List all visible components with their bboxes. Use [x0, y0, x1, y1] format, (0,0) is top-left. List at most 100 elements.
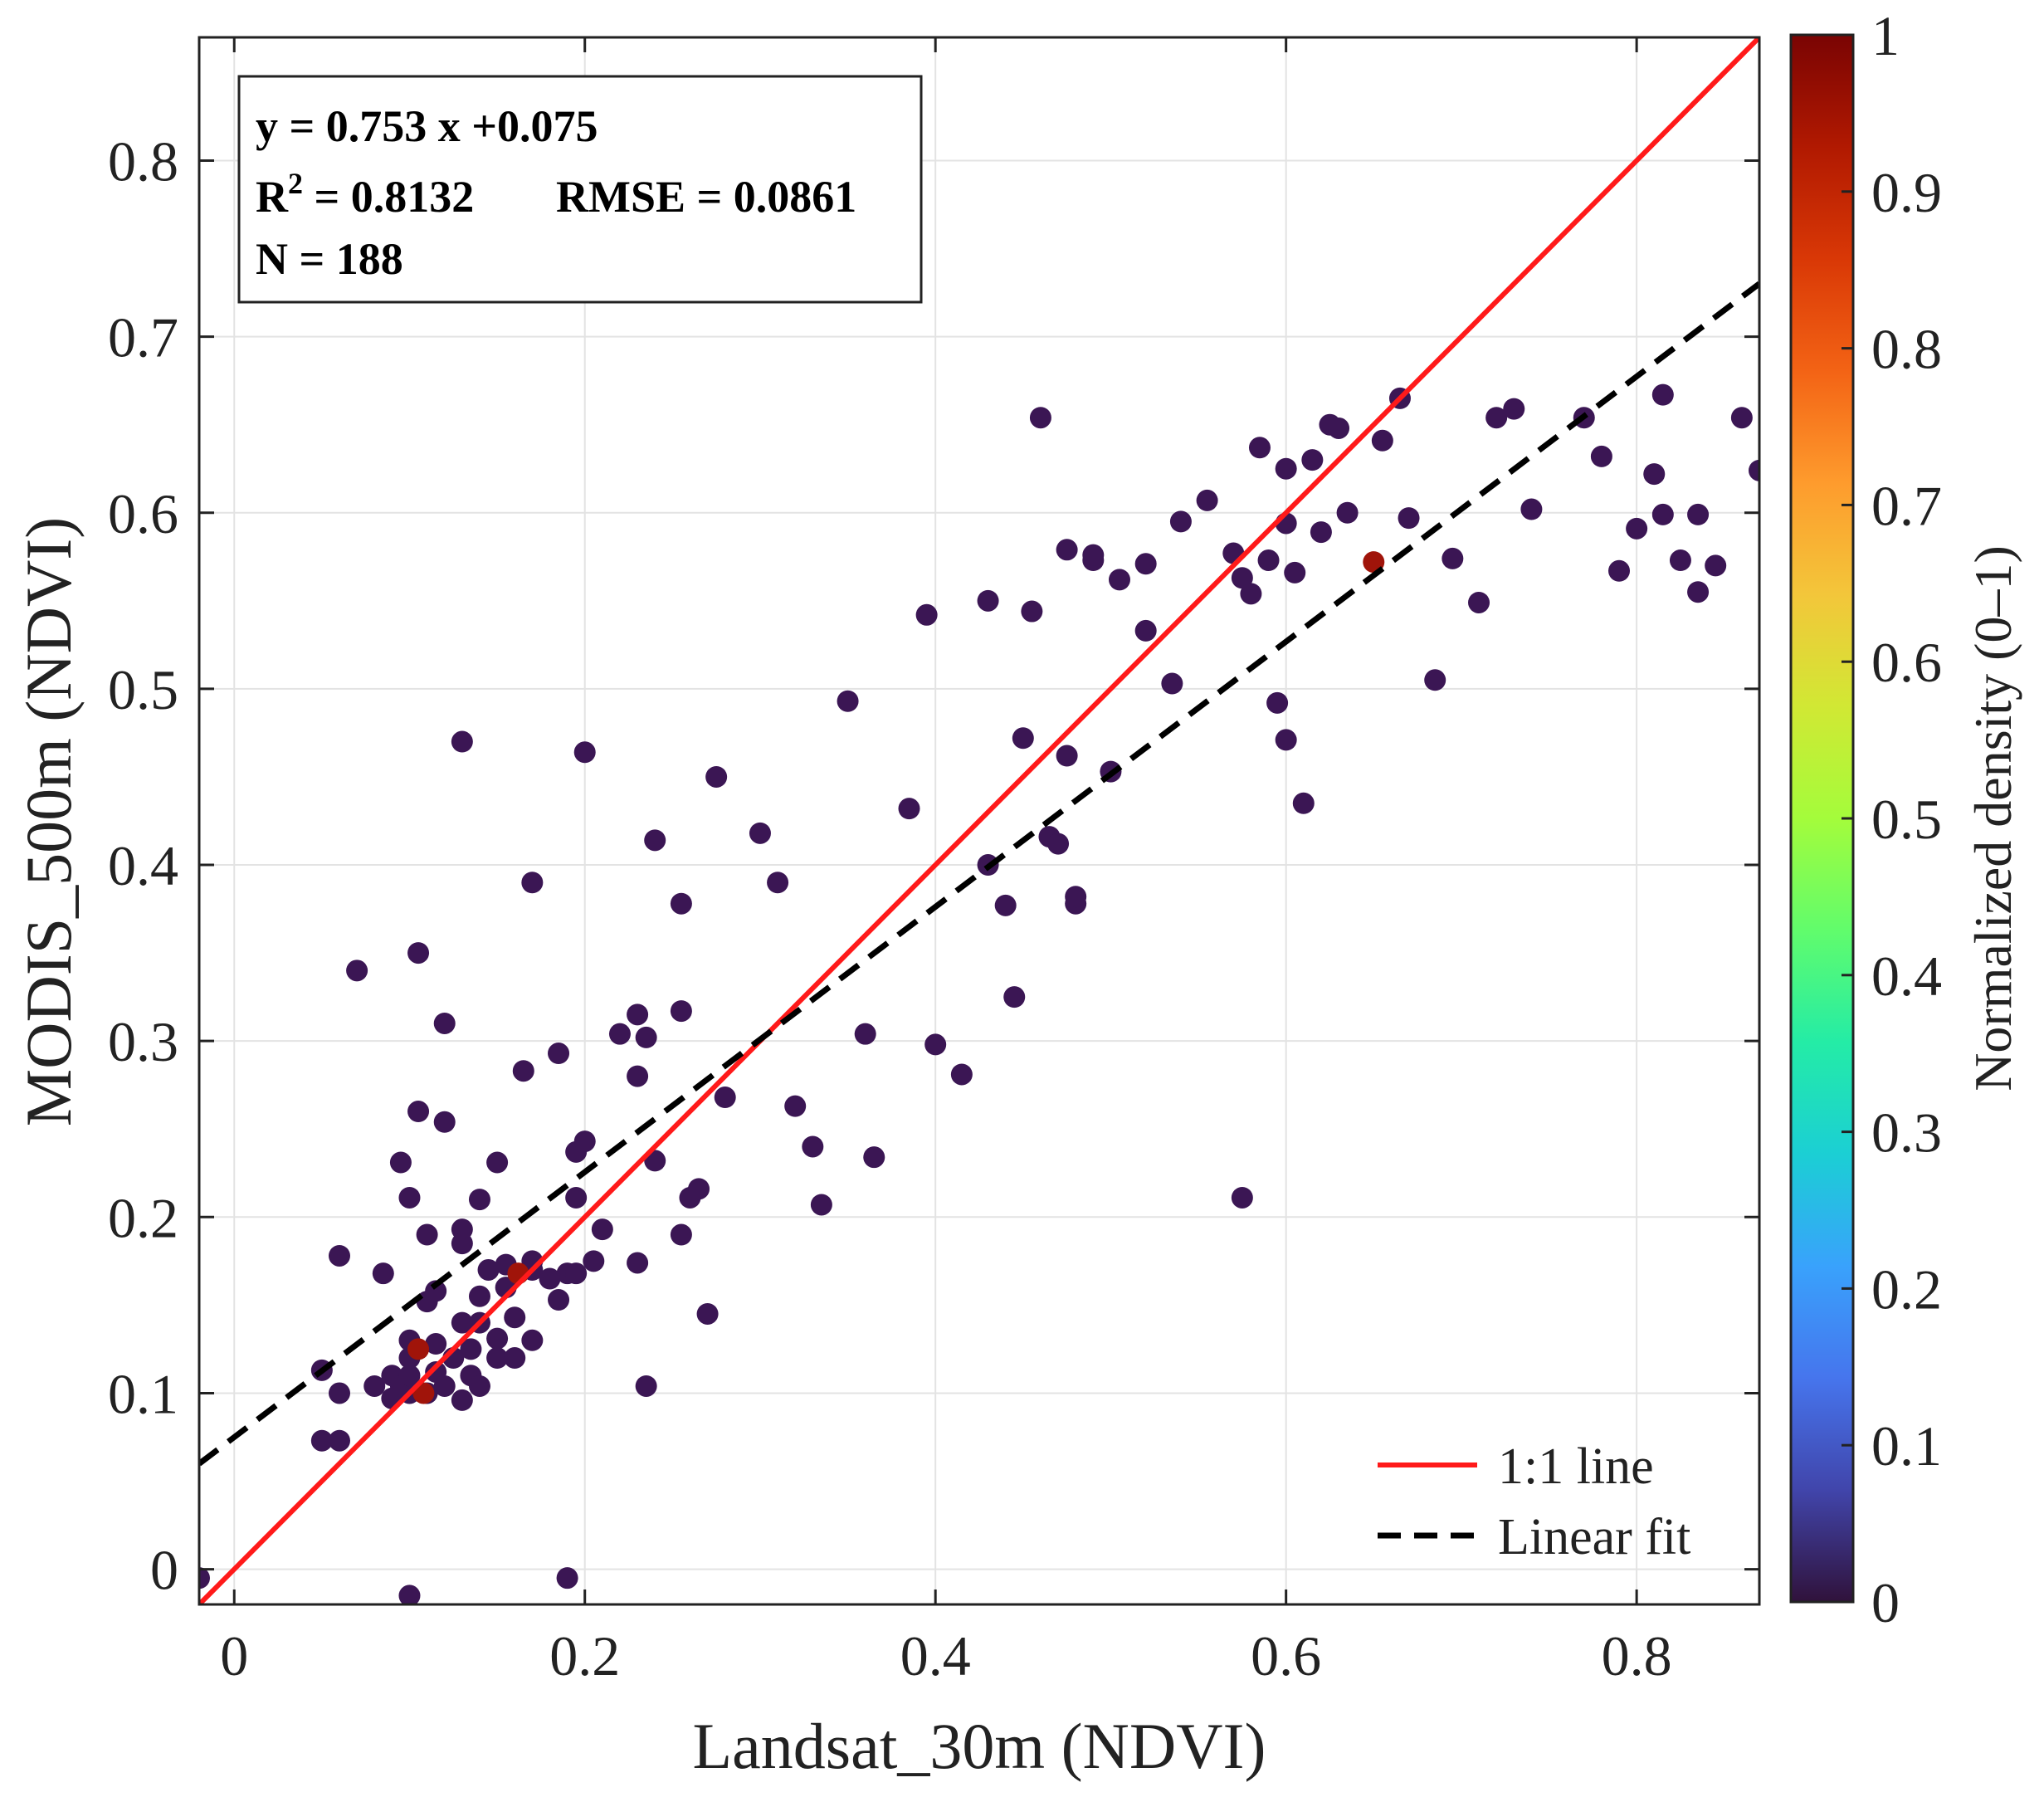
r-squared-label: R: [256, 172, 289, 222]
data-point: [486, 1151, 509, 1174]
y-axis-title: MODIS_500m (NDVI): [12, 517, 85, 1126]
data-point: [1284, 561, 1306, 584]
data-point: [627, 1252, 649, 1274]
data-point: [328, 1429, 350, 1452]
data-point: [451, 1233, 473, 1255]
data-point: [1590, 445, 1612, 467]
data-point: [1336, 501, 1359, 524]
data-point: [608, 1023, 631, 1045]
data-point: [583, 1250, 605, 1272]
colorbar-tick-label: 0.4: [1871, 945, 1942, 1008]
r-squared: R2 = 0.8132: [256, 167, 474, 222]
colorbar-tick-label: 0.7: [1871, 474, 1942, 537]
data-point: [539, 1267, 561, 1290]
sample-count: N = 188: [256, 234, 403, 284]
data-point: [1029, 407, 1051, 429]
data-point: [1240, 583, 1262, 605]
data-point: [977, 589, 999, 612]
data-point: [451, 1311, 473, 1334]
data-point: [451, 1389, 473, 1411]
colorbar-title: Normalized density (0–1): [1964, 545, 2022, 1091]
data-point: [372, 1262, 394, 1285]
data-point: [486, 1347, 509, 1370]
colorbar-tick-label: 0: [1871, 1571, 1900, 1634]
data-point: [504, 1347, 526, 1370]
data-point: [1749, 459, 1759, 481]
plot-area-frame: [198, 36, 1761, 1606]
data-point: [310, 1429, 333, 1452]
scatter-points: [199, 383, 1759, 1604]
y-tick-label: 0.7: [108, 306, 178, 369]
data-point: [1275, 729, 1297, 751]
data-point: [1730, 407, 1753, 429]
data-point: [749, 822, 771, 844]
data-point: [1301, 449, 1324, 471]
legend: 1:1 line Linear fit: [1378, 1438, 1690, 1565]
data-point: [389, 1151, 412, 1174]
one-to-one-line: [199, 37, 1759, 1604]
data-point: [688, 1178, 710, 1200]
data-point: [994, 894, 1017, 916]
data-point: [521, 1329, 544, 1351]
data-point: [854, 1023, 876, 1045]
y-tick-label: 0.2: [108, 1186, 178, 1249]
colorbar-tick-label: 0.3: [1871, 1101, 1942, 1165]
y-tick-label: 0.3: [108, 1010, 178, 1073]
data-point: [565, 1262, 588, 1285]
data-point: [425, 1333, 447, 1355]
data-point: [1520, 498, 1543, 520]
data-point: [1056, 745, 1078, 767]
data-point: [635, 1026, 657, 1048]
data-point: [451, 730, 473, 753]
data-point: [521, 872, 544, 894]
r-squared-superscript: 2: [288, 167, 303, 200]
data-point: [1266, 691, 1289, 714]
data-point: [199, 1567, 210, 1589]
data-point: [627, 1065, 649, 1087]
x-tick-label: 0: [220, 1624, 248, 1687]
data-point: [1687, 503, 1710, 525]
data-point: [1292, 792, 1315, 814]
rmse: RMSE = 0.0861: [556, 172, 856, 222]
data-point: [1669, 549, 1691, 572]
data-point-high-density: [407, 1338, 430, 1360]
data-point: [1626, 517, 1648, 540]
data-point: [477, 1258, 500, 1281]
data-point: [670, 892, 692, 915]
data-point: [1056, 539, 1078, 561]
data-point: [1468, 591, 1490, 613]
data-point: [950, 1063, 973, 1086]
colorbar-tick-label: 0.2: [1871, 1257, 1942, 1321]
data-point: [512, 1060, 534, 1082]
legend-label-linear-fit: Linear fit: [1498, 1509, 1690, 1565]
data-point: [1248, 437, 1271, 459]
y-tick-label: 0.1: [108, 1362, 178, 1425]
data-point: [398, 1585, 421, 1604]
data-point: [1161, 672, 1183, 695]
regression-equation: y = 0.753 x +0.075: [256, 101, 598, 151]
data-point: [627, 1003, 649, 1026]
colorbar-tick-label: 1: [1871, 4, 1900, 67]
data-point: [548, 1289, 570, 1311]
data-point: [1196, 489, 1218, 511]
y-tick-label: 0.4: [108, 834, 178, 897]
data-point: [1608, 559, 1631, 582]
data-point: [924, 1033, 947, 1056]
data-point: [591, 1218, 613, 1241]
x-axis-ticks: 0 0.2 0.4 0.6 0.8: [220, 37, 1672, 1687]
data-point: [1687, 581, 1710, 603]
data-point: [468, 1189, 490, 1211]
data-point: [1065, 886, 1087, 908]
x-tick-label: 0.8: [1602, 1624, 1672, 1687]
data-point: [486, 1327, 509, 1350]
data-point: [1328, 417, 1350, 439]
colorbar-tick-label: 0.1: [1871, 1414, 1942, 1477]
data-point: [1047, 833, 1070, 855]
data-point: [915, 603, 938, 626]
colorbar-tick-label: 0.5: [1871, 788, 1942, 851]
data-point: [433, 1012, 456, 1034]
y-tick-label: 0: [150, 1539, 178, 1602]
data-point: [398, 1186, 421, 1209]
data-point: [1231, 567, 1253, 589]
